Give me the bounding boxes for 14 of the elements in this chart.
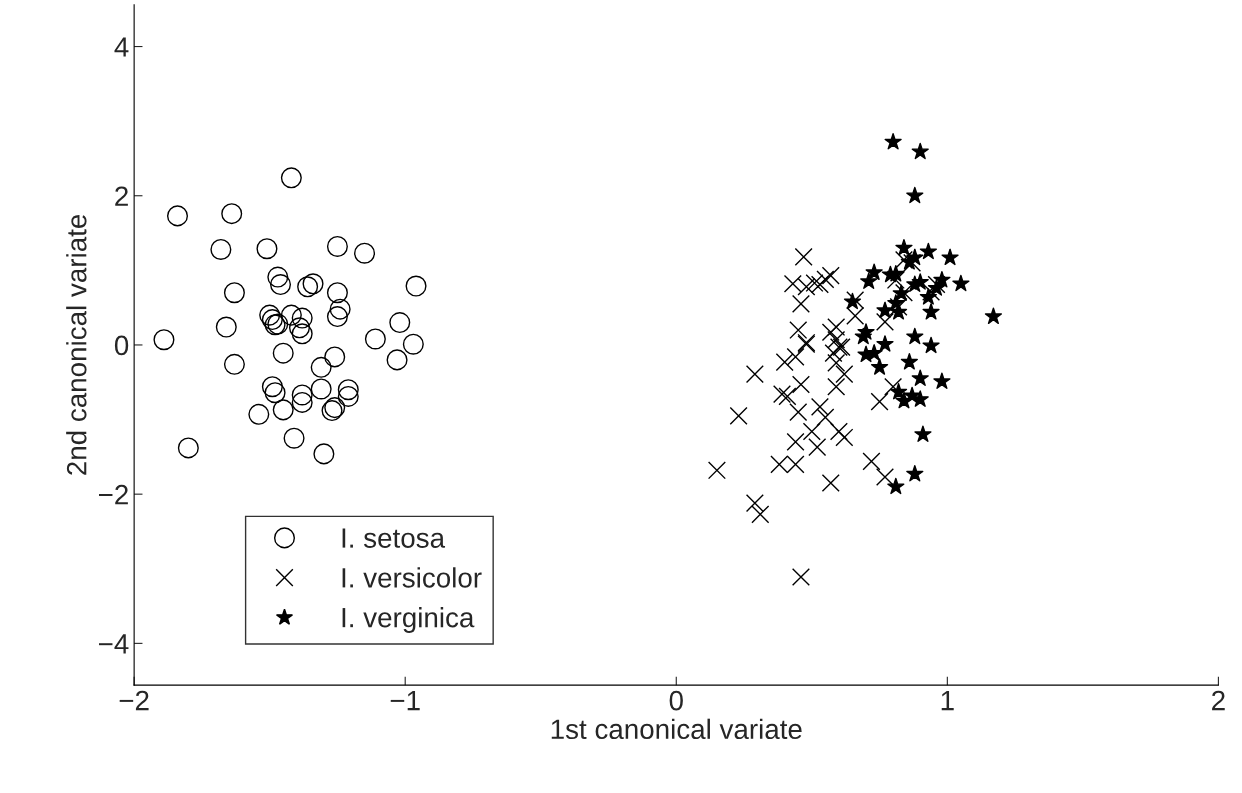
x-tick-label: 0 [669, 690, 683, 711]
x-tick-label: 2 [1212, 690, 1225, 711]
legend-label: I. verginica [342, 607, 475, 633]
y-tick-label: −2 [98, 484, 128, 505]
y-tick-label: 2 [115, 186, 128, 206]
y-tick-label: 0 [114, 335, 129, 356]
x-tick-label: −1 [390, 691, 420, 711]
legend-label: I. versicolor [342, 567, 482, 588]
x-tick-label: 1 [941, 691, 954, 711]
y-tick-label: −4 [98, 634, 129, 654]
legend-label: I. setosa [342, 528, 446, 548]
y-axis-title: 2nd canonical variate [66, 214, 87, 475]
x-axis-title: 1st canonical variate [551, 718, 802, 740]
y-tick-label: 4 [114, 37, 129, 57]
